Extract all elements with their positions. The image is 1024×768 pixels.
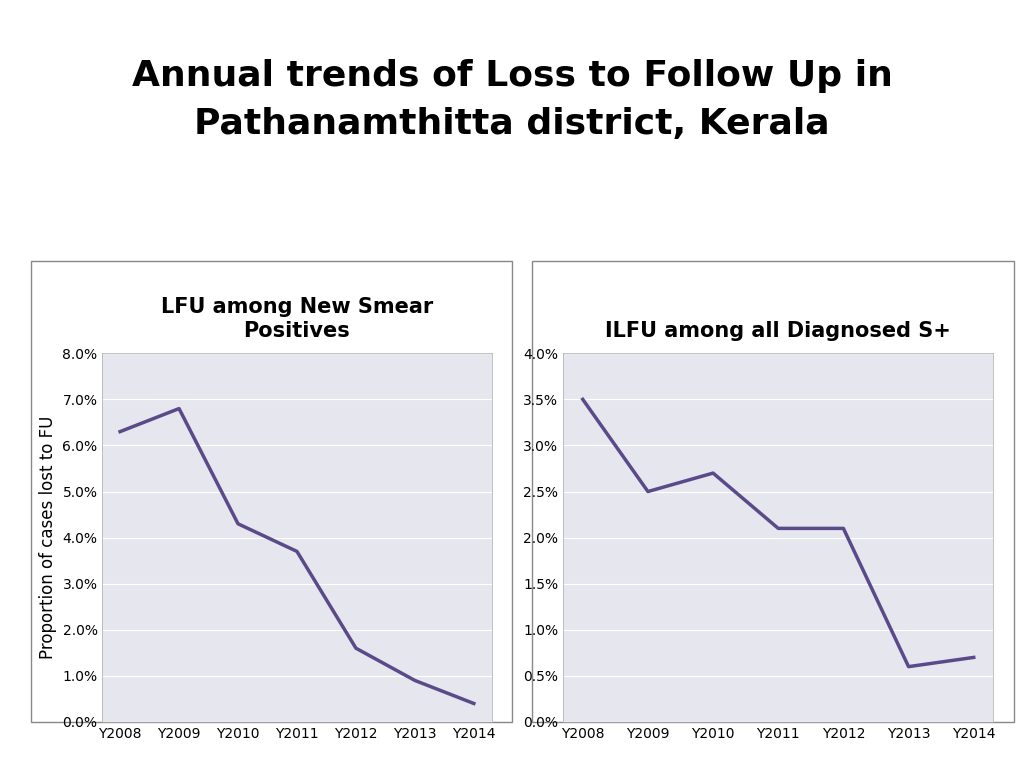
Text: Annual trends of Loss to Follow Up in
Pathanamthitta district, Kerala: Annual trends of Loss to Follow Up in Pa… [131, 59, 893, 141]
Title: ILFU among all Diagnosed S+: ILFU among all Diagnosed S+ [605, 320, 951, 341]
Y-axis label: Proportion of cases lost to FU: Proportion of cases lost to FU [39, 416, 57, 659]
Title: LFU among New Smear
Positives: LFU among New Smear Positives [161, 297, 433, 341]
